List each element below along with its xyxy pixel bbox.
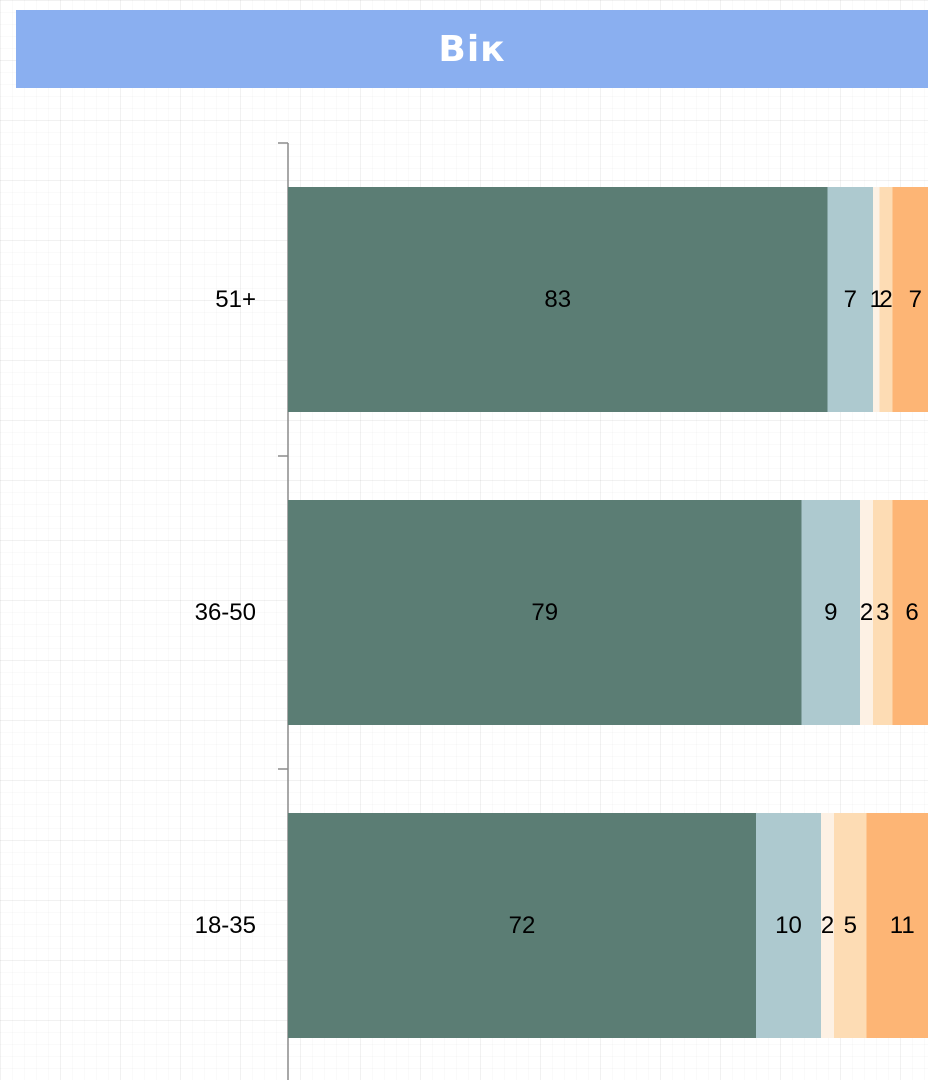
data-label: 3 — [876, 599, 889, 626]
data-label: 9 — [824, 599, 837, 626]
chart-title-bar: Вік — [16, 10, 928, 88]
bar-segment — [288, 813, 756, 1038]
category-label: 18-35 — [195, 912, 256, 939]
data-label: 7 — [844, 286, 857, 313]
data-label: 1 — [870, 286, 883, 313]
data-label: 11 — [890, 912, 915, 939]
data-label: 7 — [909, 286, 922, 313]
bar-segment — [892, 500, 928, 725]
chart-title: Вік — [438, 28, 506, 70]
data-label: 72 — [509, 912, 536, 939]
data-label: 2 — [879, 286, 892, 313]
bar-segment — [866, 813, 928, 1038]
data-label: 5 — [844, 912, 857, 939]
bar-segment — [827, 187, 873, 412]
data-label: 83 — [544, 286, 571, 313]
data-label: 79 — [531, 599, 558, 626]
bar-segment — [879, 187, 893, 412]
data-labels: 83 7 12 779 9 2 3 672 10 2 5 11 — [509, 286, 922, 939]
bar-segment — [860, 500, 873, 725]
category-label: 36-50 — [195, 599, 256, 626]
bar-segment — [873, 500, 893, 725]
y-axis — [278, 142, 289, 1080]
data-label: 6 — [905, 599, 918, 626]
bar-segment — [834, 813, 867, 1038]
data-label: 10 — [775, 912, 802, 939]
bar-segment — [892, 187, 928, 412]
bar-segment — [821, 813, 834, 1038]
bars — [288, 187, 928, 1038]
category-label: 51+ — [215, 286, 256, 313]
bar-segment — [801, 500, 860, 725]
bar-segment — [288, 187, 828, 412]
bar-segment — [756, 813, 821, 1038]
category-labels: 51+ 36-50 18-35 — [195, 286, 256, 939]
data-label: 2 — [821, 912, 834, 939]
data-label: 2 — [860, 599, 873, 626]
bar-segment — [873, 187, 880, 412]
bar-segment — [288, 500, 802, 725]
